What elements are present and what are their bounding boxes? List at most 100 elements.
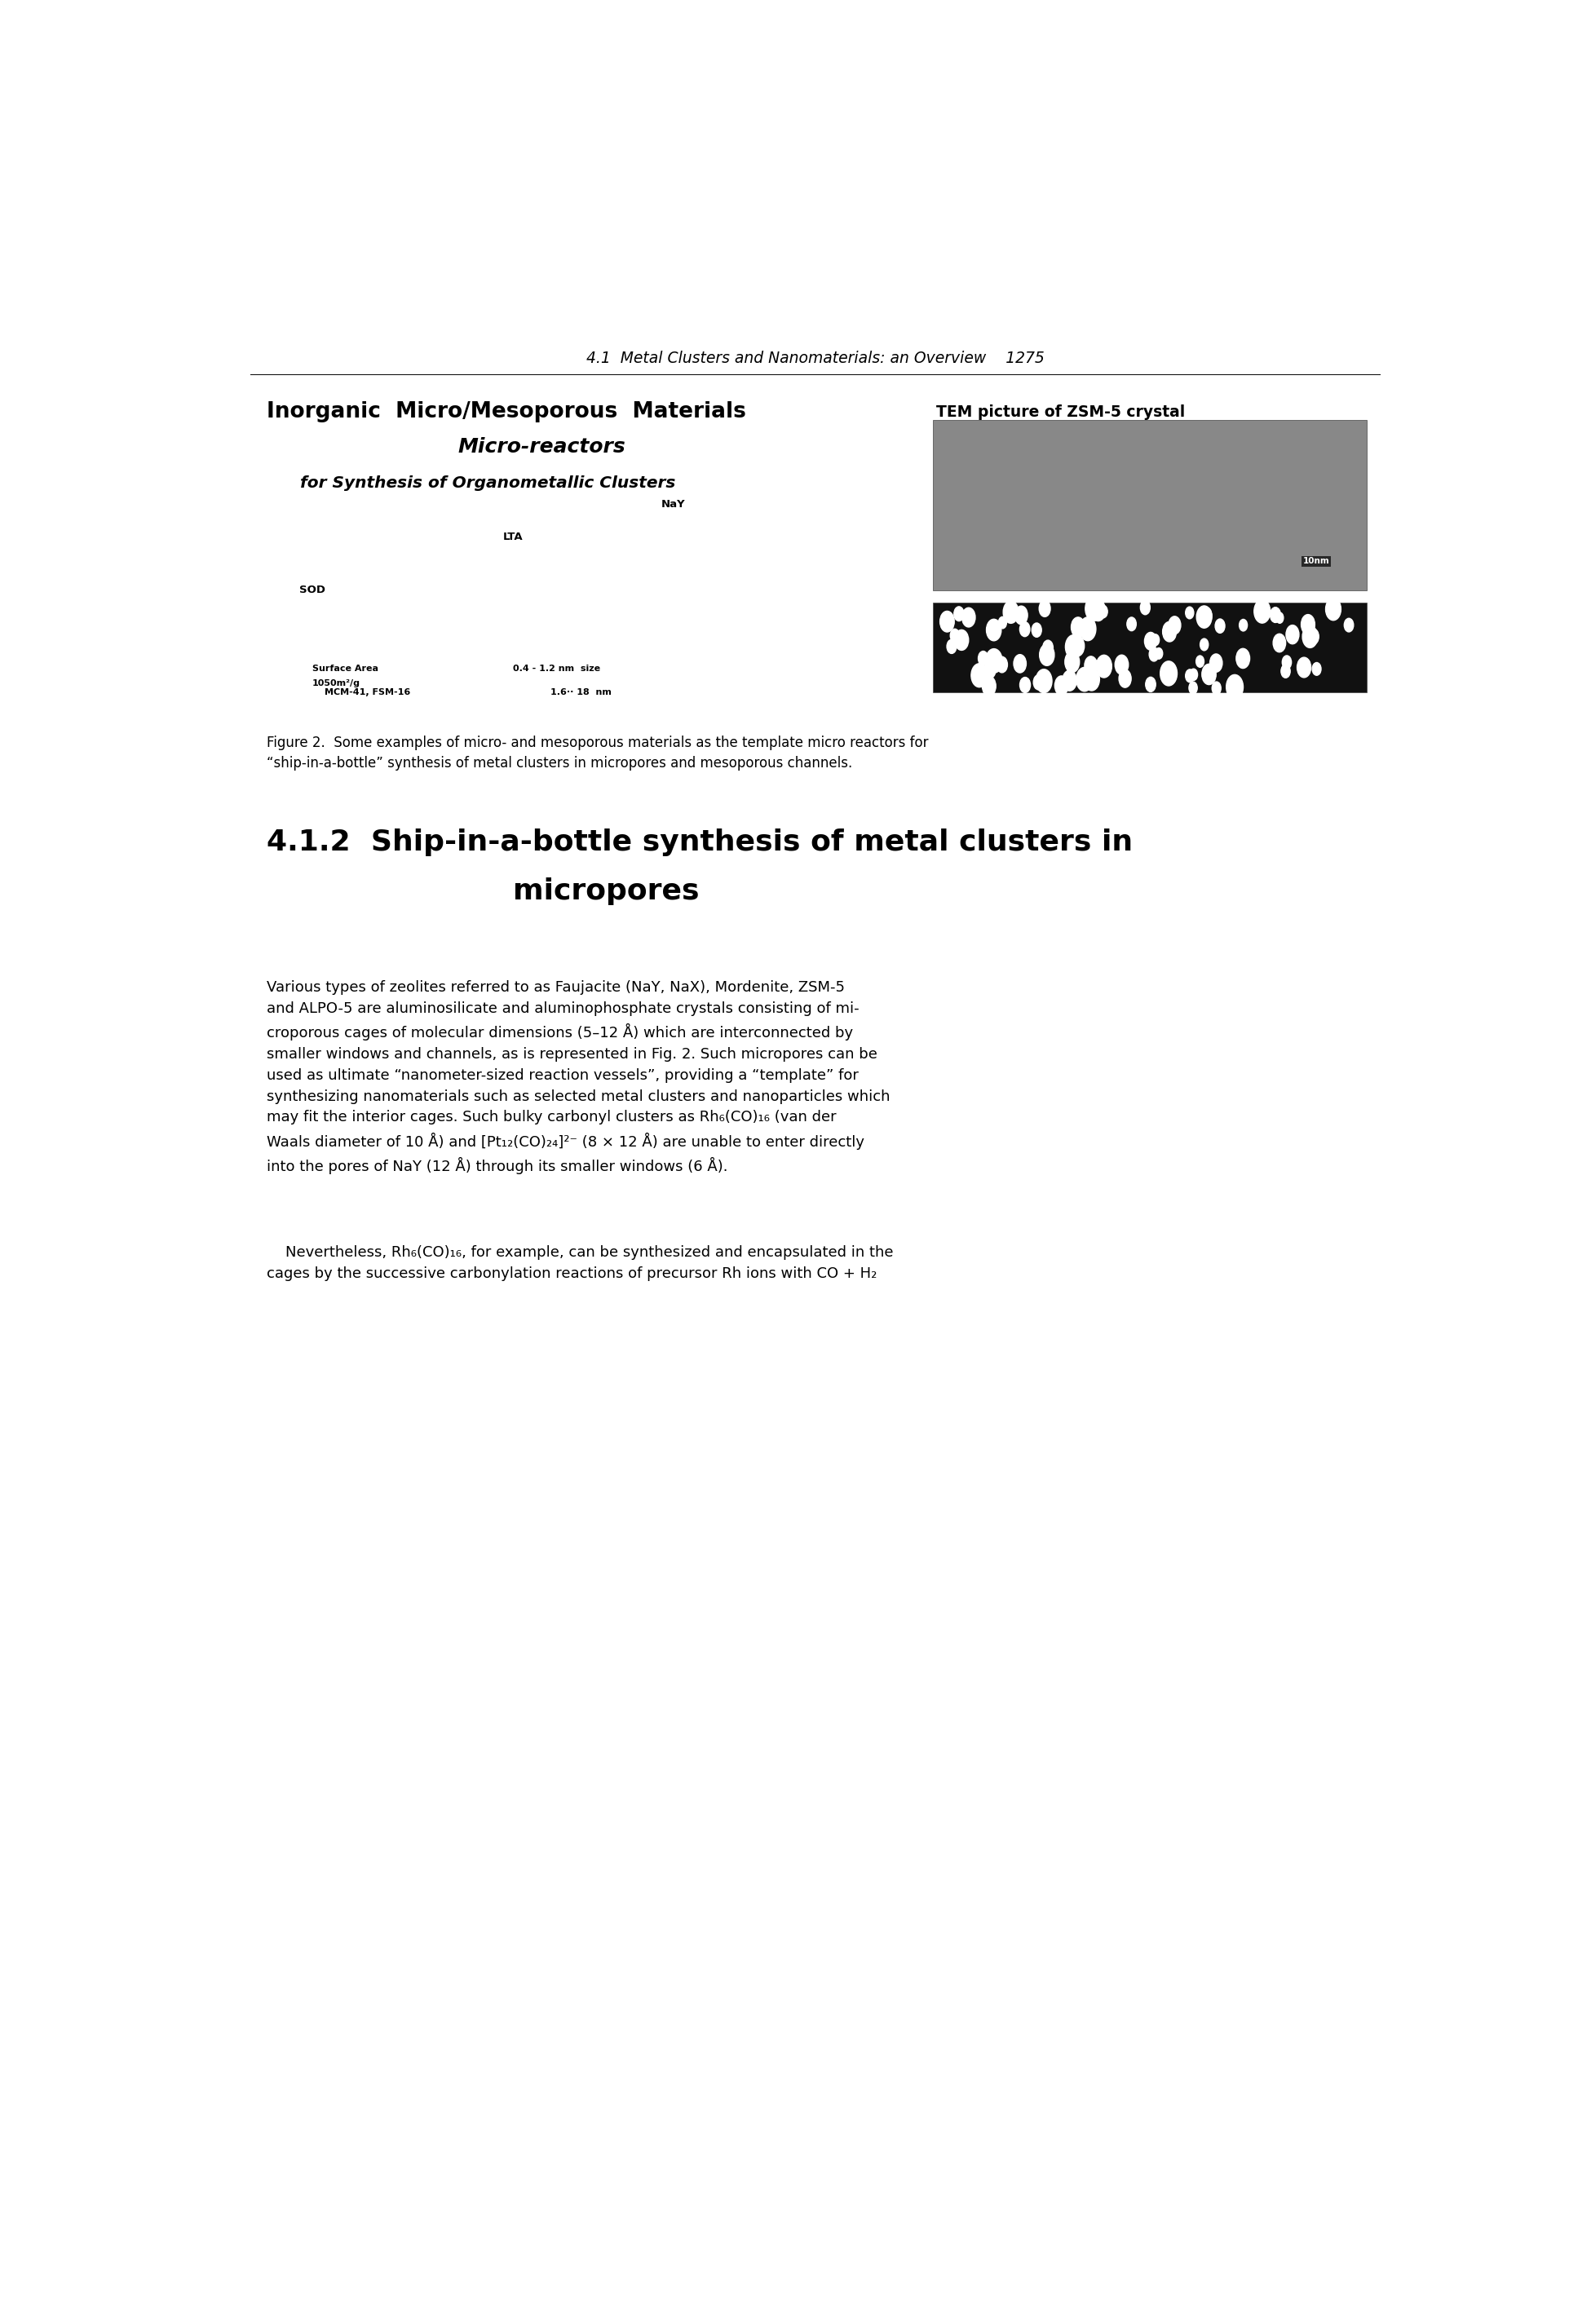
Circle shape [1064,651,1079,672]
Circle shape [1254,600,1270,623]
Circle shape [1071,634,1085,655]
Circle shape [1152,634,1160,646]
Circle shape [1313,662,1321,676]
Circle shape [1066,634,1082,658]
Circle shape [1063,669,1077,690]
Circle shape [1308,630,1319,644]
Circle shape [1188,681,1198,695]
Circle shape [1141,600,1150,614]
Circle shape [955,607,964,621]
Circle shape [1160,660,1177,686]
Circle shape [1146,676,1155,693]
Circle shape [955,630,969,651]
Circle shape [1216,618,1225,632]
Circle shape [1185,607,1193,618]
Circle shape [1039,600,1050,616]
Circle shape [1013,655,1026,672]
Text: SOD: SOD [299,586,326,595]
Circle shape [950,630,959,641]
Circle shape [986,618,1001,641]
Circle shape [1301,614,1314,634]
Text: 4.1  Metal Clusters and Nanomaterials: an Overview    1275: 4.1 Metal Clusters and Nanomaterials: an… [587,351,1044,367]
Bar [932,421,1367,590]
Circle shape [1083,667,1099,690]
Circle shape [1303,625,1317,648]
Circle shape [1200,607,1212,625]
Circle shape [947,639,956,653]
Circle shape [985,662,996,679]
Circle shape [1080,618,1096,641]
Circle shape [1239,618,1247,632]
Circle shape [1155,648,1163,660]
Circle shape [1281,665,1290,679]
Circle shape [1236,648,1251,669]
Circle shape [1282,655,1292,669]
Text: NaY: NaY [662,500,686,509]
Circle shape [982,676,996,695]
Circle shape [1091,600,1106,621]
Circle shape [978,651,988,665]
Circle shape [996,658,1007,672]
Text: Nevertheless, Rh₆(CO)₁₆, for example, can be synthesized and encapsulated in the: Nevertheless, Rh₆(CO)₁₆, for example, ca… [267,1246,894,1281]
Circle shape [1163,623,1176,641]
Text: 1.6·· 18  nm: 1.6·· 18 nm [550,688,611,697]
Circle shape [1126,618,1136,630]
Text: LTA: LTA [503,532,523,541]
Text: Figure 2.  Some examples of micro- and mesoporous materials as the template micr: Figure 2. Some examples of micro- and me… [267,734,929,772]
Text: 1050m²/g: 1050m²/g [312,679,361,688]
Circle shape [1297,658,1311,679]
Circle shape [1055,676,1068,695]
Circle shape [1096,655,1112,679]
Circle shape [1270,607,1281,623]
Circle shape [1042,639,1053,655]
Circle shape [1036,669,1052,693]
Circle shape [1286,625,1298,644]
Circle shape [1168,616,1181,634]
Circle shape [963,607,975,627]
Text: Inorganic  Micro/Mesoporous  Materials: Inorganic Micro/Mesoporous Materials [267,402,746,423]
Text: Micro-reactors: Micro-reactors [458,437,625,458]
Text: MCM-41, FSM-16: MCM-41, FSM-16 [325,688,410,697]
Text: micropores: micropores [512,876,698,904]
Circle shape [1196,655,1204,667]
Circle shape [1115,655,1128,674]
Circle shape [1209,653,1222,672]
Bar [932,602,1367,693]
Text: 4.1.2  Ship-in-a-bottle synthesis of metal clusters in: 4.1.2 Ship-in-a-bottle synthesis of meta… [267,830,1133,858]
Circle shape [1033,623,1042,637]
Circle shape [1227,674,1243,700]
Circle shape [1076,667,1093,690]
Circle shape [1185,669,1195,683]
Circle shape [1149,648,1158,662]
Circle shape [1071,618,1085,637]
Circle shape [1085,597,1103,621]
Circle shape [1344,618,1354,632]
Circle shape [1015,607,1028,625]
Text: TEM picture of ZSM-5 crystal: TEM picture of ZSM-5 crystal [936,404,1185,421]
Circle shape [1039,644,1055,665]
Circle shape [1212,681,1220,695]
Circle shape [1276,614,1284,623]
Circle shape [971,665,988,688]
Circle shape [999,616,1007,627]
Circle shape [940,611,955,632]
Circle shape [1020,623,1029,637]
Text: 0.4 - 1.2 nm  size: 0.4 - 1.2 nm size [514,665,601,674]
Circle shape [1201,665,1216,686]
Circle shape [1020,676,1031,693]
Text: for Synthesis of Organometallic Clusters: for Synthesis of Organometallic Clusters [301,474,676,490]
Text: Various types of zeolites referred to as Faujacite (NaY, NaX), Mordenite, ZSM-5
: Various types of zeolites referred to as… [267,981,889,1174]
Circle shape [1034,674,1044,690]
Circle shape [1085,655,1098,674]
Circle shape [1118,669,1131,688]
Circle shape [1190,669,1198,681]
Circle shape [985,648,1002,674]
Circle shape [1325,597,1341,621]
Circle shape [1099,604,1107,618]
Circle shape [1004,602,1018,623]
Circle shape [1144,632,1157,651]
Text: 10nm: 10nm [1303,558,1330,565]
Circle shape [1196,607,1212,627]
Circle shape [1273,634,1286,653]
Text: Surface Area: Surface Area [312,665,379,674]
